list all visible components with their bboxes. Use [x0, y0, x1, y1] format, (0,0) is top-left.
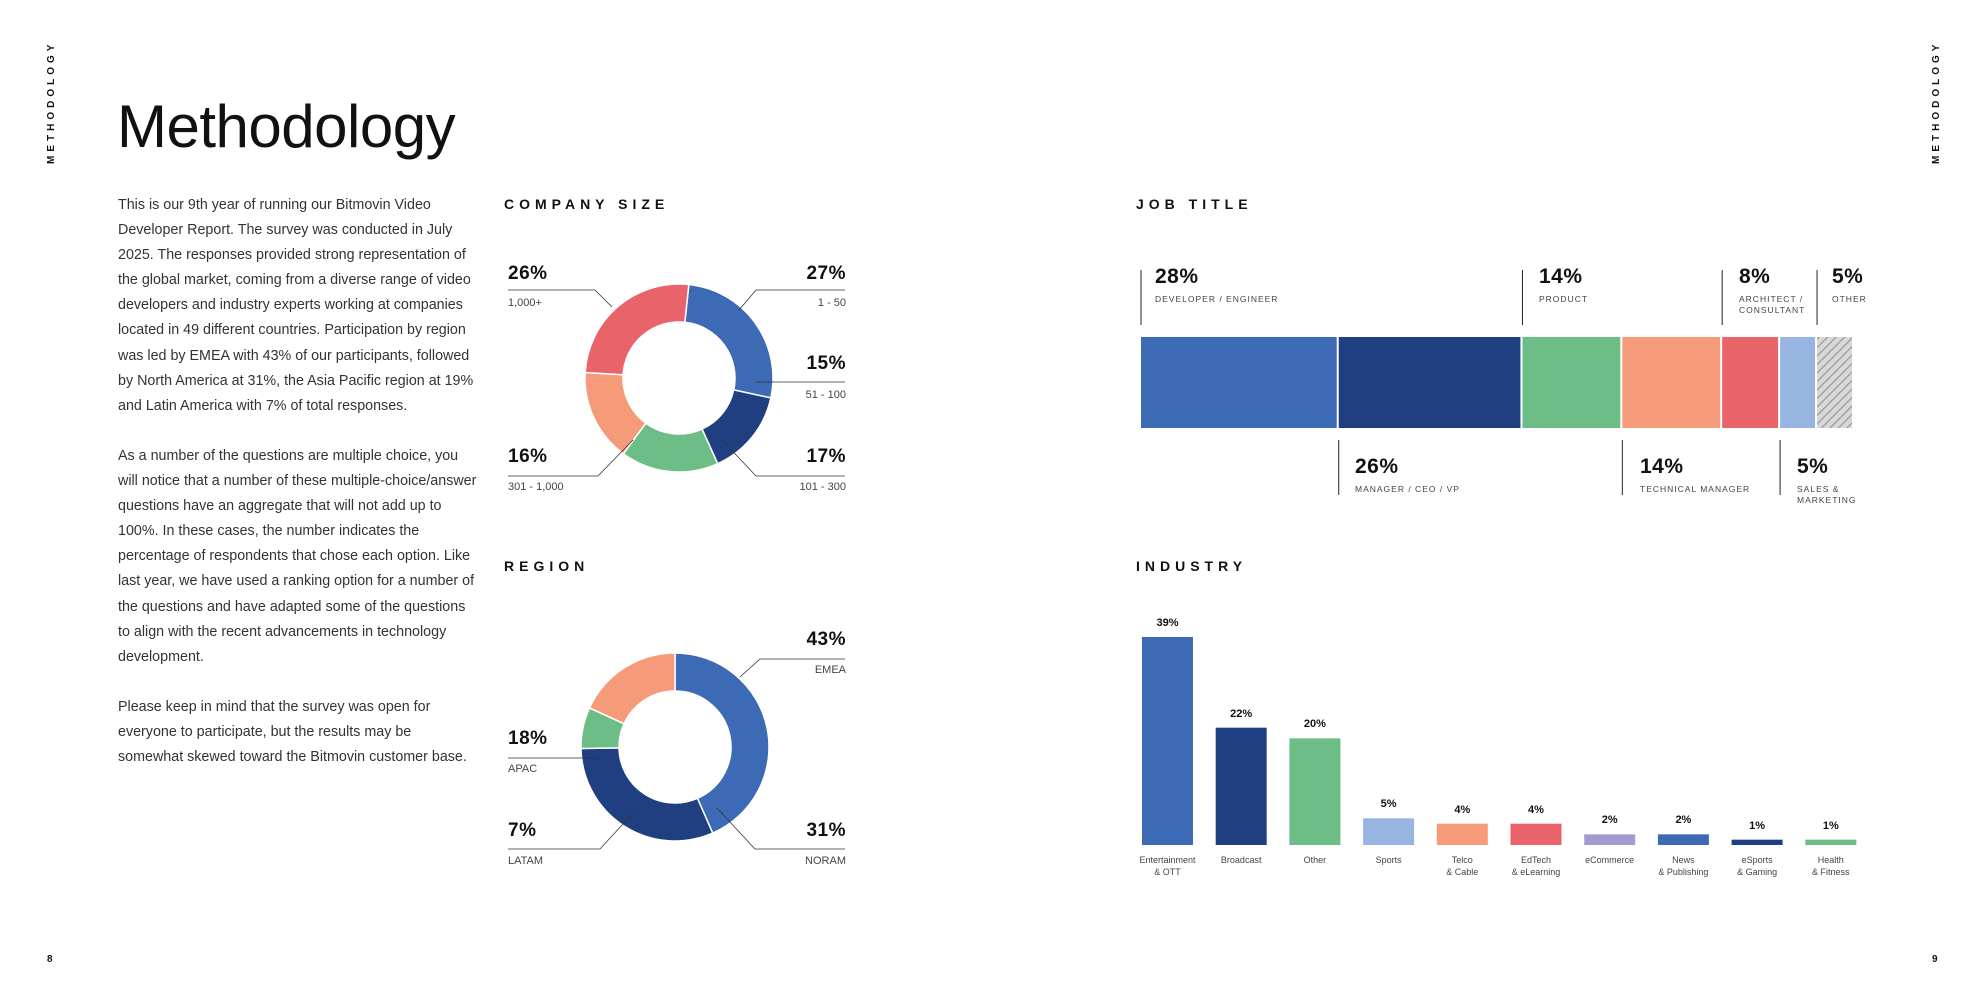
region-emea-pct: 43% — [806, 629, 846, 650]
region-slice-apac — [588, 652, 676, 725]
region-apac-label: APAC — [508, 763, 538, 775]
job-techmanager-label: TECHNICAL MANAGER — [1640, 484, 1751, 494]
job-bar-other — [1817, 337, 1852, 428]
leader-line — [508, 439, 634, 477]
paragraph: As a number of the questions are multipl… — [118, 447, 477, 665]
industry-bar-label: Entertainment & OTT — [1139, 855, 1196, 877]
job-manager-pct: 26% — [1355, 455, 1399, 478]
job-bar-product — [1522, 337, 1621, 428]
industry-bar — [1289, 738, 1341, 845]
region-latam-pct: 7% — [508, 820, 537, 841]
company-1000plus-pct: 26% — [508, 263, 548, 284]
industry-bar-label: Telco & Cable — [1446, 855, 1479, 877]
leader-line — [508, 289, 613, 308]
job-bar-sales-marketing — [1780, 337, 1816, 428]
page-title: Methodology — [117, 93, 456, 160]
industry-bar — [1436, 823, 1488, 845]
leader-line — [716, 807, 845, 850]
company-301-1000-label: 301 - 1,000 — [508, 481, 564, 493]
industry-bar-value: 39% — [1156, 617, 1179, 629]
industry-bar-label: News & Publishing — [1658, 855, 1709, 877]
page-number-left: 8 — [47, 954, 53, 965]
industry-bar — [1731, 839, 1783, 845]
industry-bar — [1657, 834, 1709, 845]
region-emea-label: EMEA — [814, 664, 846, 676]
industry-bar-label: Other — [1303, 855, 1327, 865]
industry-bar-value: 4% — [1454, 803, 1471, 816]
region-apac-pct: 18% — [508, 728, 548, 749]
industry-bar — [1215, 727, 1267, 845]
company-101-300-pct: 17% — [806, 446, 846, 467]
job-sales-label: SALES & MARKETING — [1797, 484, 1857, 505]
industry-bar-value: 5% — [1380, 798, 1397, 811]
company-1-50-label: 1 - 50 — [817, 297, 846, 309]
job-architect-pct: 8% — [1739, 265, 1771, 288]
company-size-title: COMPANY SIZE — [504, 196, 670, 212]
industry-bar — [1805, 839, 1857, 845]
job-techmanager-pct: 14% — [1640, 455, 1684, 478]
region-latam-label: LATAM — [508, 855, 544, 867]
industry-bar-value: 22% — [1230, 707, 1253, 720]
methodology-text: This is our 9th year of running our Bitm… — [118, 193, 478, 795]
leader-line — [739, 658, 845, 678]
industry-bar-label: eSports & Gaming — [1737, 855, 1778, 877]
industry-bar-value: 1% — [1822, 819, 1839, 832]
industry-bar-label: eCommerce — [1585, 855, 1635, 865]
region-slice-noram — [580, 747, 714, 842]
industry-bar-value: 2% — [1601, 814, 1618, 827]
region-slice-emea — [674, 652, 770, 835]
leader-line — [721, 439, 845, 477]
company-301-1000-pct: 16% — [508, 446, 548, 467]
leader-line — [738, 289, 845, 311]
job-other-label: OTHER — [1832, 294, 1867, 304]
industry-bar-value: 20% — [1303, 718, 1326, 731]
company-slice-1-000- — [584, 283, 690, 376]
job-developer-label: DEVELOPER / ENGINEER — [1155, 294, 1279, 304]
page-number-right: 9 — [1932, 954, 1938, 965]
job-product-pct: 14% — [1539, 265, 1583, 288]
industry-bar — [1584, 834, 1636, 845]
industry-bar-label: Sports — [1375, 855, 1402, 865]
job-bar-manager-ceo-vp — [1338, 337, 1521, 428]
paragraph: This is our 9th year of running our Bitm… — [118, 197, 474, 414]
job-bar-technical-manager — [1622, 337, 1721, 428]
job-developer-pct: 28% — [1155, 265, 1199, 288]
industry-bar-label: Broadcast — [1220, 855, 1262, 865]
industry-bar — [1363, 818, 1415, 845]
job-bar-architect-consultant — [1722, 337, 1779, 428]
region-title: REGION — [504, 558, 590, 574]
industry-bar — [1142, 637, 1193, 845]
industry-bar-value: 1% — [1749, 819, 1766, 832]
region-noram-label: NORAM — [805, 855, 846, 867]
job-title-title: JOB TITLE — [1136, 196, 1253, 212]
company-1000plus-label: 1,000+ — [508, 297, 542, 309]
industry-bar-value: 4% — [1528, 803, 1544, 816]
paragraph: Please keep in mind that the survey was … — [118, 698, 467, 766]
job-manager-label: MANAGER / CEO / VP — [1355, 484, 1460, 494]
industry-bar-label: Health & Fitness — [1812, 855, 1850, 877]
job-architect-label: ARCHITECT / CONSULTANT — [1739, 294, 1806, 315]
industry-bar — [1510, 823, 1562, 845]
job-product-label: PRODUCT — [1539, 294, 1589, 304]
company-101-300-label: 101 - 300 — [799, 481, 846, 493]
company-51-100-label: 51 - 100 — [805, 389, 846, 401]
company-1-50-pct: 27% — [806, 263, 846, 284]
region-noram-pct: 31% — [806, 820, 846, 841]
industry-title: INDUSTRY — [1136, 558, 1248, 574]
job-bar-developer-engineer — [1141, 337, 1337, 428]
industry-bar-label: EdTech & eLearning — [1511, 855, 1561, 877]
job-other-pct: 5% — [1832, 265, 1864, 288]
industry-bar-value: 2% — [1675, 814, 1692, 827]
job-sales-pct: 5% — [1797, 455, 1829, 478]
leader-line — [508, 811, 635, 850]
company-51-100-pct: 15% — [806, 353, 846, 374]
